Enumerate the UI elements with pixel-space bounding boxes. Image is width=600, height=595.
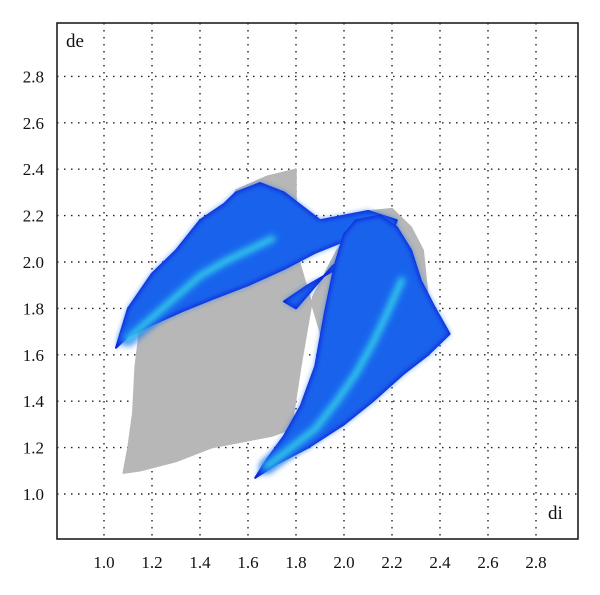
y-tick-label: 2.0	[23, 253, 44, 272]
x-tick-label: 1.0	[93, 553, 114, 572]
x-tick-label: 1.2	[141, 553, 162, 572]
x-tick-label: 1.8	[285, 553, 306, 572]
y-tick-label: 1.2	[23, 439, 44, 458]
x-tick-label: 1.4	[189, 553, 211, 572]
y-tick-labels: 1.0 1.2 1.4 1.6 1.8 2.0 2.2 2.4 2.6 2.8	[23, 67, 45, 504]
y-tick-label: 2.6	[23, 114, 44, 133]
x-tick-label: 2.2	[381, 553, 402, 572]
y-axis-label: de	[66, 31, 84, 52]
upper-left-wing	[116, 183, 397, 348]
upper-left-ridge	[125, 235, 275, 342]
x-tick-label: 2.8	[525, 553, 546, 572]
x-tick-label: 2.6	[477, 553, 498, 572]
x-tick-label: 2.0	[333, 553, 354, 572]
y-tick-label: 2.2	[23, 207, 44, 226]
x-axis-label: di	[548, 503, 563, 524]
y-tick-label: 1.8	[23, 299, 44, 318]
x-tick-label: 1.6	[237, 553, 258, 572]
y-tick-label: 1.0	[23, 485, 44, 504]
y-tick-label: 2.8	[23, 67, 44, 86]
highlight-ridges	[120, 230, 410, 475]
lower-right-ridge	[264, 277, 405, 470]
y-tick-label: 1.6	[23, 346, 44, 365]
y-tick-label: 2.4	[23, 160, 45, 179]
x-tick-label: 2.4	[429, 553, 451, 572]
x-tick-labels: 1.0 1.2 1.4 1.6 1.8 2.0 2.2 2.4 2.6 2.8	[93, 553, 546, 572]
y-tick-label: 1.4	[23, 392, 45, 411]
